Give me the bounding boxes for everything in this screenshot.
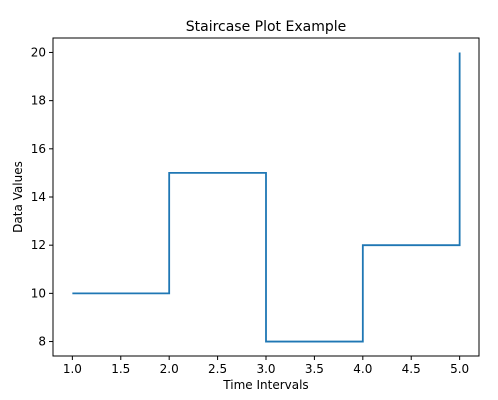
plot-area: 1.0 1.5 2.0 2.5 3.0 3.5 4.0 4.5 5.0 8 10 12 14 16 18 20 <box>31 37 480 376</box>
y-tick-label: 14 <box>31 190 46 204</box>
y-tick-label: 10 <box>31 286 46 300</box>
chart-title: Staircase Plot Example <box>186 19 347 35</box>
series-line-0 <box>72 52 461 343</box>
x-tick-label: 5.0 <box>450 362 469 376</box>
y-tick-label: 20 <box>31 45 46 59</box>
x-tick-label: 4.0 <box>353 362 372 376</box>
x-tick-label: 1.5 <box>111 362 130 376</box>
y-tick-label: 16 <box>31 142 46 156</box>
x-tick-label: 3.0 <box>256 362 275 376</box>
y-axis-label: Data Values <box>11 161 25 233</box>
x-tick-label: 4.5 <box>402 362 421 376</box>
x-tick-label: 1.0 <box>63 362 82 376</box>
x-tick-label: 3.5 <box>305 362 324 376</box>
x-axis-label: Time Intervals <box>222 378 308 392</box>
x-tick-label: 2.0 <box>160 362 179 376</box>
y-tick-label: 8 <box>38 335 46 349</box>
y-tick-label: 12 <box>31 238 46 252</box>
y-tick-label: 18 <box>31 94 46 108</box>
x-tick-label: 2.5 <box>208 362 227 376</box>
